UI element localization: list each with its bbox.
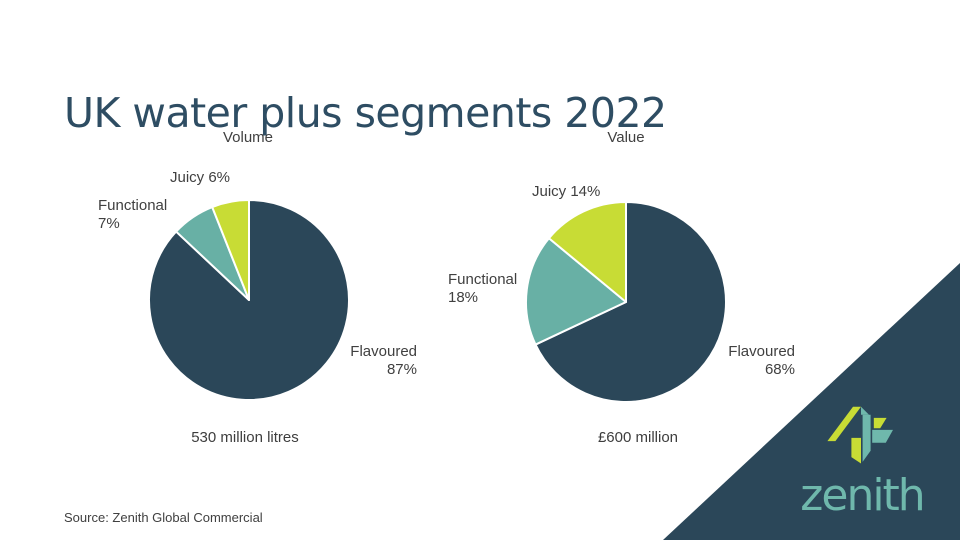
zenith-logo-icon — [827, 406, 893, 464]
logo-top-fold — [861, 406, 869, 415]
value-total-caption: £600 million — [597, 429, 679, 446]
source-note: Source: Zenith Global Commercial — [64, 510, 263, 525]
logo-bottom-bar — [851, 437, 861, 464]
value-pie-chart — [525, 201, 727, 403]
volume-label-flavoured-line1: Flavoured — [350, 343, 417, 360]
pie-slice-juicy — [211, 199, 250, 301]
volume-label-flavoured-line2: 87% — [386, 361, 417, 378]
volume-label-functional: Functional 7% — [98, 197, 167, 233]
value-label-juicy: Juicy 14% — [532, 183, 601, 200]
volume-label-flavoured: Flavoured 87% — [317, 343, 417, 379]
logo-vertical-ribbon — [862, 414, 871, 462]
value-label-functional-line2: 18% — [448, 289, 479, 306]
zenith-wordmark: zenith — [800, 470, 925, 521]
volume-label-juicy: Juicy 6% — [170, 169, 231, 186]
volume-total-caption: 530 million litres — [191, 429, 299, 446]
pie-slice-juicy — [547, 201, 627, 303]
page-title: UK water plus segments 2022 — [64, 89, 667, 138]
pie-slice-flavoured — [534, 201, 727, 403]
volume-pie-chart — [148, 199, 351, 401]
volume-label-functional-line2: 7% — [98, 215, 120, 232]
value-label-functional-line1: Functional — [448, 271, 518, 288]
volume-label-functional-line1: Functional — [98, 197, 168, 214]
value-label-flavoured-line1: Flavoured — [728, 343, 795, 360]
logo-diagonal-stroke — [827, 406, 861, 442]
logo-right-arm — [872, 429, 893, 443]
logo-arm-accent — [873, 417, 887, 429]
value-chart-title: Value — [607, 129, 645, 146]
value-label-flavoured-line2: 68% — [764, 361, 795, 378]
pie-slice-functional — [525, 237, 627, 346]
volume-chart-title: Volume — [222, 129, 274, 146]
value-label-flavoured: Flavoured 68% — [695, 343, 795, 379]
value-label-functional: Functional 18% — [448, 271, 517, 307]
